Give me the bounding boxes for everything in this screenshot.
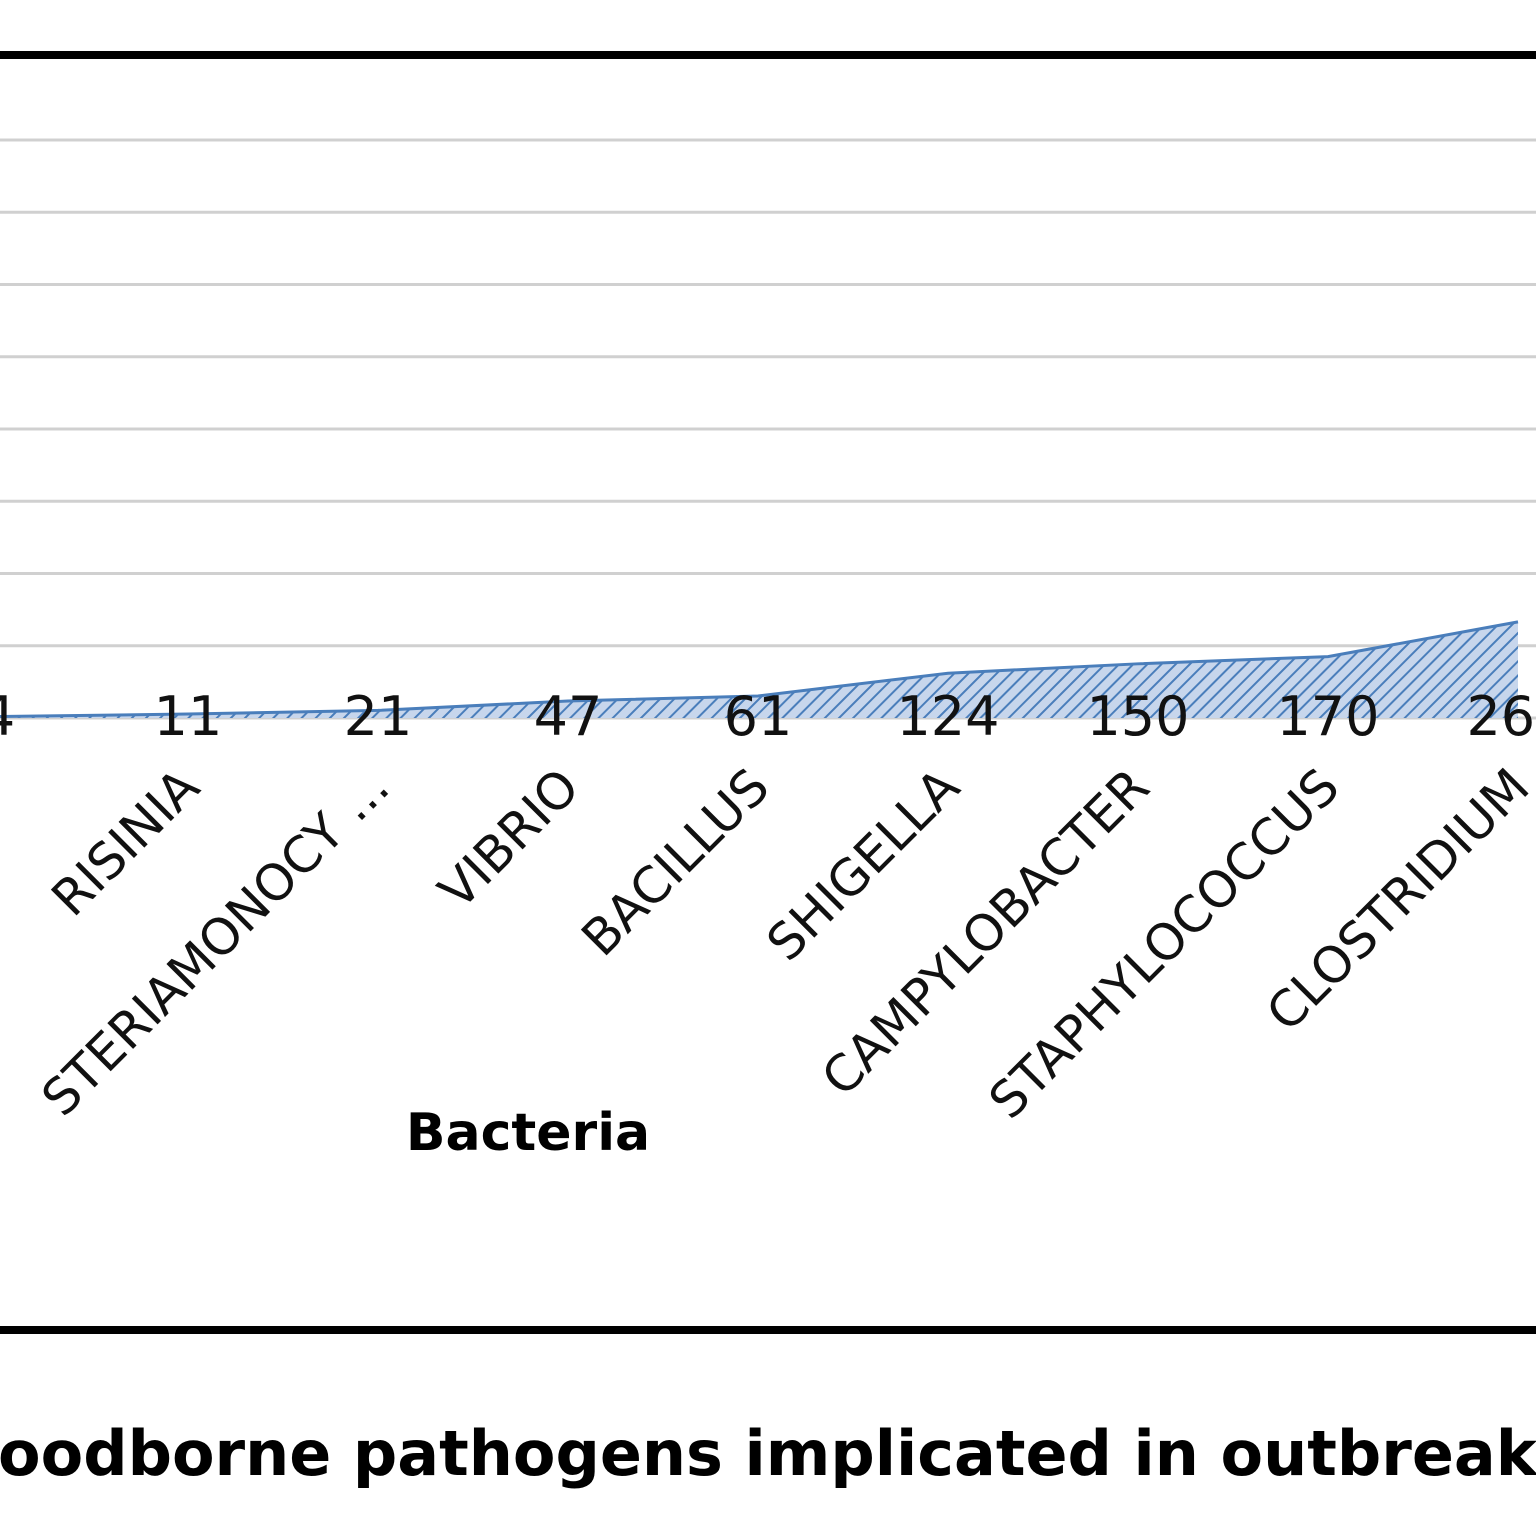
x-axis-title: Bacteria <box>406 1103 650 1163</box>
area-line <box>0 620 1519 719</box>
chart-title: oodborne pathogens implicated in outbrea… <box>0 1417 1536 1490</box>
x-tick-label: CAMPYLOBACTER <box>811 757 1161 1107</box>
x-tick-label: STERIAMONOCY ... <box>31 757 401 1127</box>
x-tick-label: VIBRIO <box>428 757 591 920</box>
data-label: 4 <box>0 685 15 748</box>
area <box>0 621 1518 718</box>
x-tick-label: RISINIA <box>41 757 211 927</box>
x-tick-label: BACILLUS <box>571 757 781 967</box>
data-label: 47 <box>534 685 603 748</box>
data-label: 61 <box>724 685 793 748</box>
data-label: 11 <box>154 685 223 748</box>
data-label: 150 <box>1086 685 1189 748</box>
data-label: 21 <box>344 685 413 748</box>
data-label: 170 <box>1276 685 1379 748</box>
data-label: 124 <box>896 685 999 748</box>
x-tick-label: STAPHYLOCOCCUS <box>978 757 1350 1129</box>
data-label: 266 <box>1466 685 1536 748</box>
plot-area: 4 11 RISINIA 21 STERIAMONOCY ... 47 VIBRIO 61 BA… <box>0 138 1536 1130</box>
